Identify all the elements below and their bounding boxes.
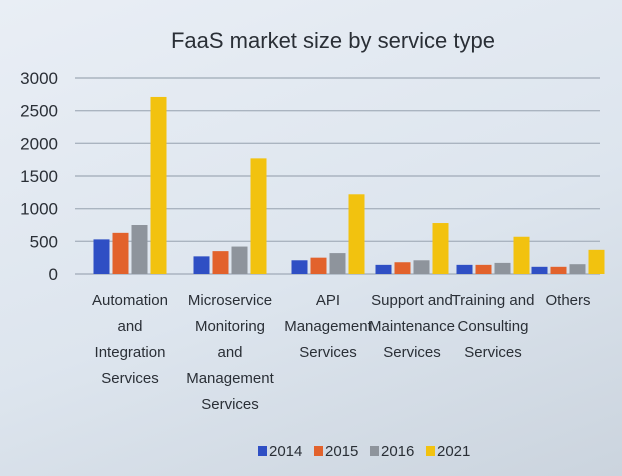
- bar-2021-cat-1: [250, 158, 267, 274]
- bar-2015-cat-5: [550, 266, 567, 274]
- x-axis-categories: Automation and Integration Services Microser…: [92, 292, 590, 413]
- y-axis-ticks: 0 500 1000 1500 2000 2500 3000: [20, 69, 58, 284]
- bar-2016-cat-2: [329, 253, 346, 274]
- bar-2016-cat-1: [231, 246, 248, 274]
- bar-2016-cat-0: [131, 225, 148, 274]
- x-category-label: Services: [101, 370, 159, 387]
- x-category-label: Services: [464, 344, 522, 361]
- bar-2014-cat-3: [375, 264, 392, 274]
- bar-2014-cat-1: [193, 256, 210, 274]
- legend-label-2016: 2016: [381, 443, 414, 460]
- x-category-label: Support and: [371, 292, 453, 309]
- x-category-label: Others: [545, 292, 590, 309]
- bar-2014-cat-0: [93, 239, 110, 274]
- bar-2015-cat-1: [212, 251, 229, 274]
- x-category-label: Training and: [452, 292, 535, 309]
- bar-2021-cat-2: [348, 194, 365, 274]
- bar-2015-cat-2: [310, 257, 327, 274]
- x-category-label: Services: [299, 344, 357, 361]
- x-category-label: and: [217, 344, 242, 361]
- x-category-label: Integration: [95, 344, 166, 361]
- bar-2016-cat-4: [494, 262, 511, 274]
- x-category-label: Maintenance: [369, 318, 455, 335]
- legend-label-2015: 2015: [325, 443, 358, 460]
- x-category-label: and: [117, 318, 142, 335]
- legend-swatch-2014: [258, 446, 267, 456]
- x-category-label: Microservice: [188, 292, 272, 309]
- y-tick-label: 1500: [20, 167, 58, 186]
- x-category-label: Management: [284, 318, 372, 335]
- bar-2021-cat-0: [150, 96, 167, 275]
- legend-label-2014: 2014: [269, 443, 302, 460]
- x-category-label: API: [316, 292, 340, 309]
- bar-2016-cat-3: [413, 260, 430, 274]
- bar-2015-cat-0: [112, 232, 129, 274]
- legend-swatch-2016: [370, 446, 379, 456]
- y-tick-label: 2000: [20, 134, 58, 153]
- legend: 2014 2015 2016 2021: [258, 443, 470, 460]
- bar-2015-cat-3: [394, 262, 411, 274]
- bar-2016-cat-5: [569, 264, 586, 274]
- x-category-label: Management: [186, 370, 274, 387]
- legend-swatch-2015: [314, 446, 323, 456]
- bar-2021-cat-4: [513, 236, 530, 274]
- bar-2021-cat-5: [588, 249, 605, 274]
- y-tick-label: 0: [49, 265, 58, 284]
- legend-swatch-2021: [426, 446, 435, 456]
- x-category-label: Consulting: [458, 318, 529, 335]
- bar-2014-cat-5: [531, 266, 548, 274]
- y-tick-label: 1000: [20, 200, 58, 219]
- x-category-label: Monitoring: [195, 318, 265, 335]
- y-tick-label: 3000: [20, 69, 58, 88]
- x-category-label: Services: [201, 396, 259, 413]
- bar-2014-cat-2: [291, 260, 308, 274]
- legend-label-2021: 2021: [437, 443, 470, 460]
- bar-2014-cat-4: [456, 264, 473, 274]
- bar-2021-cat-3: [432, 223, 449, 274]
- x-category-label: Automation: [92, 292, 168, 309]
- x-category-label: Services: [383, 344, 441, 361]
- bars: [93, 96, 605, 275]
- chart-title: FaaS market size by service type: [171, 28, 495, 53]
- bar-2015-cat-4: [475, 264, 492, 274]
- y-tick-label: 500: [30, 232, 58, 251]
- y-tick-label: 2500: [20, 102, 58, 121]
